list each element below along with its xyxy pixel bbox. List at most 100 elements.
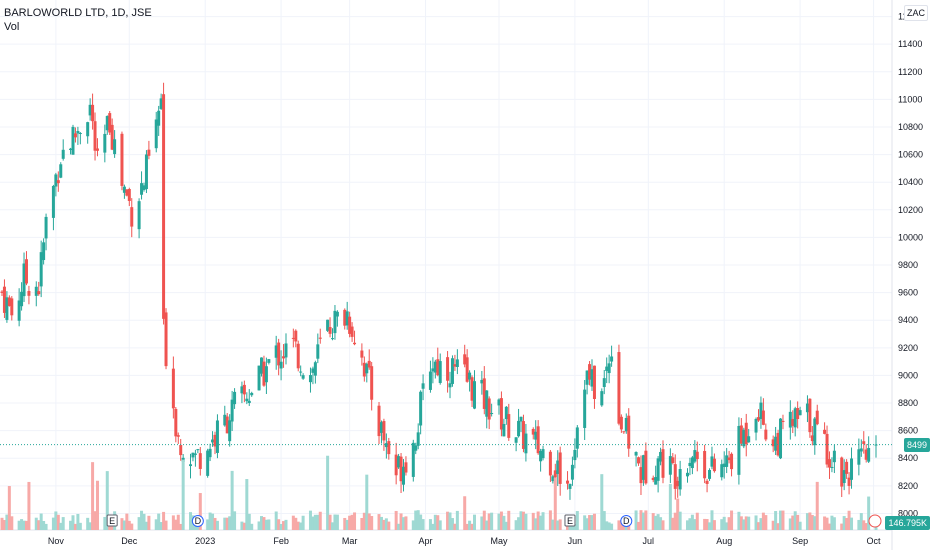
candle-body (651, 477, 655, 481)
volume-bar (502, 515, 506, 530)
volume-bar (377, 514, 381, 530)
currency-badge[interactable]: ZAC (904, 5, 928, 21)
candle-body (796, 408, 800, 420)
candle-body (742, 429, 746, 447)
volume-bar (164, 520, 168, 530)
candle-body (162, 94, 166, 319)
candle-body (539, 450, 543, 462)
candle-body (350, 326, 354, 337)
y-tick-label: 9600 (898, 288, 918, 298)
candle-body (639, 467, 643, 484)
volume-bar (130, 523, 134, 530)
volume-bar (830, 515, 834, 530)
volume-bar (76, 513, 80, 530)
candle-body (487, 398, 491, 420)
candle-body (428, 371, 432, 390)
volume-bar (779, 510, 783, 530)
candle-body (644, 450, 648, 484)
candle-body (95, 148, 99, 151)
candle-body (284, 343, 288, 358)
volume-bar (519, 511, 523, 530)
volume-bar (590, 515, 594, 530)
volume-bar (727, 517, 731, 530)
volume-bar (764, 515, 768, 530)
volume-bar (414, 510, 418, 530)
volume-bar (531, 512, 535, 530)
candle-body (326, 319, 330, 331)
volume-bar (34, 517, 38, 530)
volume-bar (301, 515, 305, 530)
candle-body (144, 154, 148, 190)
candle-body (44, 216, 48, 239)
volume-bar (242, 522, 246, 530)
candle-body (127, 189, 131, 201)
volume-bar (257, 521, 261, 530)
candle-body (810, 435, 814, 442)
volume-bar (353, 512, 357, 530)
volume-bar (71, 515, 75, 530)
volume-bar (693, 519, 697, 530)
candle-body (448, 383, 452, 388)
volume-bar (605, 521, 609, 530)
candle-body (556, 460, 560, 474)
symbol-title[interactable]: BARLOWORLD LTD, 1D, JSE (4, 7, 152, 19)
candle-body (228, 420, 232, 442)
event-marker-label: E (567, 516, 573, 526)
candle-body (122, 186, 126, 193)
candle-body (54, 174, 58, 187)
candle-body (191, 452, 195, 458)
volume-bar (247, 513, 251, 530)
volume-bar (95, 480, 99, 530)
volume-bar (685, 520, 689, 530)
candle-body (362, 362, 366, 377)
candle-body (318, 337, 322, 339)
volume-bar (162, 511, 166, 530)
volume-bar (228, 516, 232, 530)
volume-bar (296, 521, 300, 530)
volume-bar (490, 512, 494, 530)
candle-body (825, 433, 829, 465)
volume-bar (487, 513, 491, 530)
candle-body (164, 312, 168, 367)
volume-bar (335, 514, 339, 530)
volume-bar (730, 510, 734, 530)
volume-bar (573, 523, 577, 530)
x-tick-label: Oct (867, 536, 882, 546)
candle-body (693, 450, 697, 462)
volume-bar (862, 520, 866, 530)
volume-bar (671, 517, 675, 530)
candle-body (296, 343, 300, 369)
candle-body (867, 447, 871, 462)
x-tick-label: Aug (716, 536, 732, 546)
candle-body (450, 358, 454, 384)
volume-bar (793, 511, 797, 530)
volume-bar (348, 515, 352, 530)
volume-bar (147, 515, 151, 530)
volume-bar (840, 523, 844, 530)
candle-body (433, 361, 437, 373)
candle-body (779, 418, 783, 459)
volume-bar (634, 510, 638, 530)
candle-body (179, 445, 183, 456)
candle-body (798, 410, 802, 416)
candle-body (61, 149, 65, 159)
candle-body (531, 428, 535, 435)
dividend-marker (620, 515, 633, 527)
volume-bar (433, 514, 437, 530)
volume-bar (641, 512, 645, 530)
volume-bar (105, 471, 109, 530)
candle-body (142, 185, 146, 190)
candle-body (431, 368, 435, 372)
y-tick-label: 8200 (898, 481, 918, 491)
candle-body (659, 451, 663, 462)
candle-body (607, 363, 611, 374)
last-price-tag: 8499 (903, 437, 930, 452)
chart-header: BARLOWORLD LTD, 1D, JSE Vol (4, 6, 152, 34)
candle-body (463, 354, 467, 365)
volume-label[interactable]: Vol (4, 21, 20, 33)
volume-bar (51, 517, 55, 530)
volume-bar (154, 519, 158, 530)
candle-body (610, 356, 614, 362)
candle-body (211, 439, 215, 443)
